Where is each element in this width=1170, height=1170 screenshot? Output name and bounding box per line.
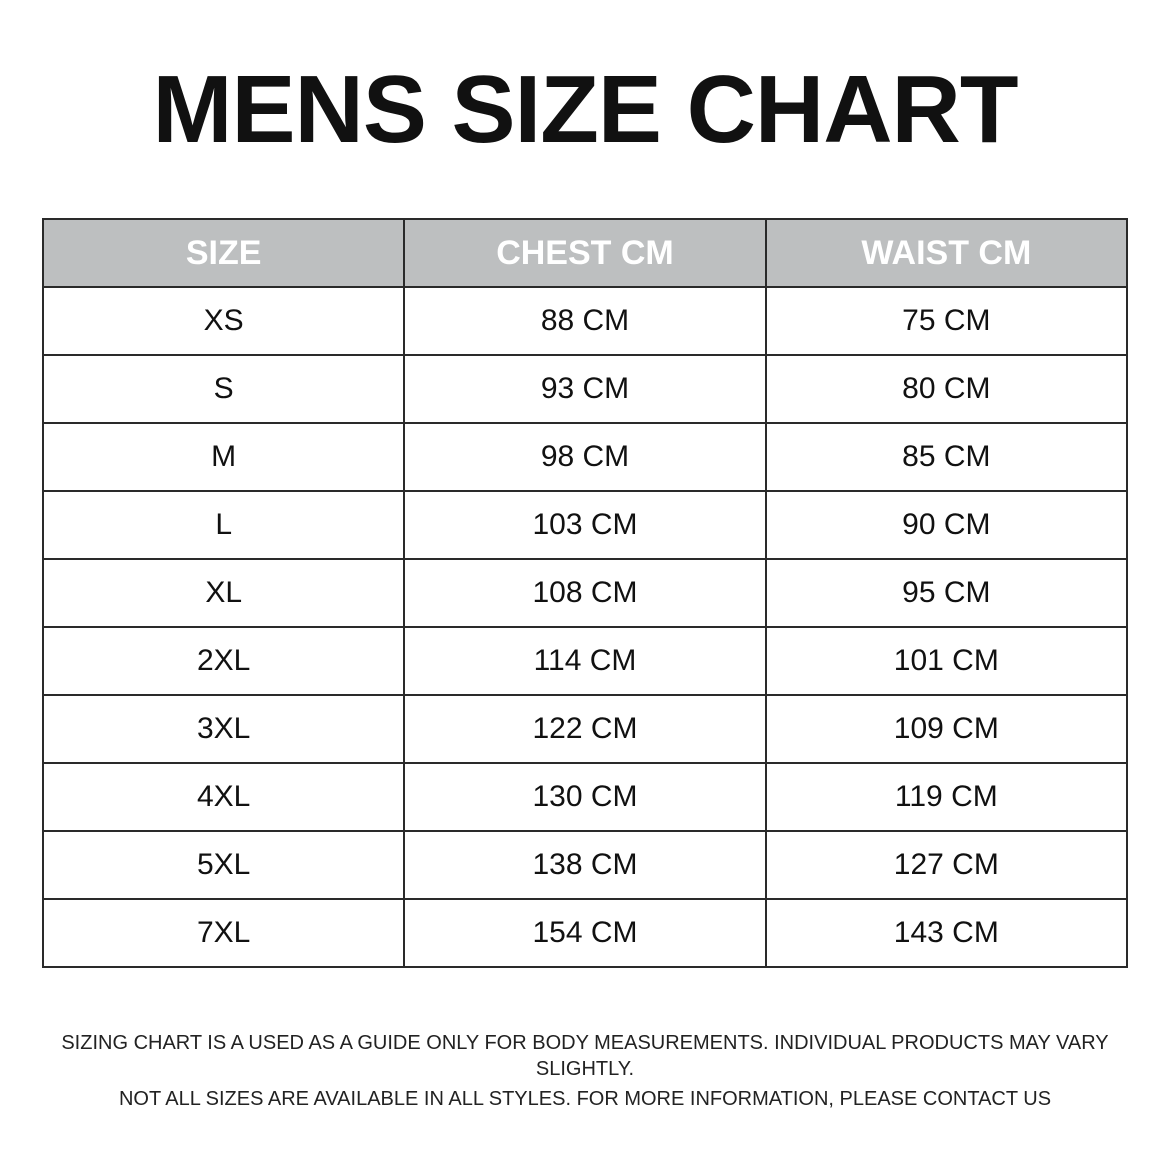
cell-text: 5XL: [196, 848, 251, 881]
cell-text: 85 CM: [902, 440, 991, 473]
cell-size: 7XL: [41, 898, 406, 968]
header-size: SIZE: [41, 218, 406, 288]
cell-text: 101 CM: [893, 644, 999, 677]
table-row: 5XL 138 CM 127 CM: [41, 830, 1129, 900]
table-row: M 98 CM 85 CM: [41, 422, 1129, 492]
cell-waist: 80 CM: [764, 354, 1129, 424]
cell-size: 5XL: [41, 830, 406, 900]
cell-text: 90 CM: [902, 508, 991, 541]
header-label: WAIST CM: [861, 233, 1032, 272]
table-row: XS 88 CM 75 CM: [41, 286, 1129, 356]
disclaimer: SIZING CHART IS A USED AS A GUIDE ONLY F…: [40, 1030, 1130, 1116]
cell-size: XS: [41, 286, 406, 356]
table-row: S 93 CM 80 CM: [41, 354, 1129, 424]
size-chart-table: SIZE CHEST CM WAIST CM XS 88 CM 75 CM S 93 CM 8…: [41, 218, 1129, 968]
cell-chest: 154 CM: [403, 898, 767, 968]
cell-text: 7XL: [196, 916, 251, 949]
table-row: XL 108 CM 95 CM: [41, 558, 1129, 628]
table-row: 4XL 130 CM 119 CM: [41, 762, 1129, 832]
cell-chest: 130 CM: [403, 762, 767, 832]
disclaimer-line-2: NOT ALL SIZES ARE AVAILABLE IN ALL STYLE…: [118, 1088, 1052, 1110]
cell-chest: 93 CM: [403, 354, 767, 424]
cell-chest: 108 CM: [403, 558, 767, 628]
table-row: L 103 CM 90 CM: [41, 490, 1129, 560]
cell-text: 127 CM: [893, 848, 999, 881]
cell-text: M: [211, 440, 237, 473]
cell-text: 114 CM: [533, 644, 637, 677]
cell-text: 108 CM: [532, 576, 638, 609]
cell-text: 80 CM: [902, 372, 991, 405]
cell-text: 2XL: [196, 644, 251, 677]
cell-chest: 122 CM: [403, 694, 767, 764]
cell-text: 88 CM: [540, 304, 630, 337]
cell-text: 143 CM: [893, 916, 999, 949]
cell-waist: 90 CM: [764, 490, 1129, 560]
table-body: XS 88 CM 75 CM S 93 CM 80 CM M 98 CM 85 CM L 103 C…: [41, 286, 1129, 968]
cell-chest: 103 CM: [403, 490, 767, 560]
cell-text: 138 CM: [532, 848, 638, 881]
title-text: MENS SIZE CHART: [152, 56, 1018, 163]
cell-text: 98 CM: [540, 440, 630, 473]
header-chest: CHEST CM: [403, 218, 767, 288]
cell-text: 3XL: [196, 712, 251, 745]
cell-text: XS: [203, 304, 244, 337]
header-label: CHEST CM: [496, 233, 674, 272]
table-row: 2XL 114 CM 101 CM: [41, 626, 1129, 696]
cell-chest: 114 CM: [403, 626, 767, 696]
header-label: SIZE: [185, 233, 262, 272]
cell-waist: 101 CM: [764, 626, 1129, 696]
cell-waist: 109 CM: [764, 694, 1129, 764]
cell-text: XL: [205, 576, 243, 609]
cell-waist: 85 CM: [764, 422, 1129, 492]
cell-text: 93 CM: [540, 372, 630, 405]
cell-text: 75 CM: [902, 304, 991, 337]
cell-waist: 119 CM: [764, 762, 1129, 832]
cell-waist: 95 CM: [764, 558, 1129, 628]
cell-size: M: [41, 422, 406, 492]
cell-waist: 127 CM: [764, 830, 1129, 900]
cell-text: 103 CM: [532, 508, 638, 541]
cell-text: 109 CM: [893, 712, 999, 745]
cell-text: 154 CM: [532, 916, 638, 949]
cell-text: 130 CM: [532, 780, 638, 813]
cell-size: 4XL: [41, 762, 406, 832]
cell-chest: 138 CM: [403, 830, 767, 900]
table-row: 3XL 122 CM 109 CM: [41, 694, 1129, 764]
header-waist: WAIST CM: [764, 218, 1129, 288]
cell-size: L: [41, 490, 406, 560]
cell-chest: 98 CM: [403, 422, 767, 492]
cell-text: 122 CM: [532, 712, 638, 745]
cell-size: 2XL: [41, 626, 406, 696]
disclaimer-line-1: SIZING CHART IS A USED AS A GUIDE ONLY F…: [61, 1032, 1109, 1080]
cell-text: L: [215, 508, 232, 541]
cell-text: 95 CM: [902, 576, 991, 609]
cell-text: 119 CM: [894, 780, 998, 813]
page-title: MENS SIZE CHART: [0, 45, 1170, 175]
cell-size: XL: [41, 558, 406, 628]
cell-chest: 88 CM: [403, 286, 767, 356]
cell-size: 3XL: [41, 694, 406, 764]
cell-waist: 75 CM: [764, 286, 1129, 356]
cell-waist: 143 CM: [764, 898, 1129, 968]
table-row: 7XL 154 CM 143 CM: [41, 898, 1129, 968]
cell-text: S: [213, 372, 234, 405]
cell-size: S: [41, 354, 406, 424]
header-row: SIZE CHEST CM WAIST CM: [41, 218, 1129, 288]
cell-text: 4XL: [196, 780, 251, 813]
